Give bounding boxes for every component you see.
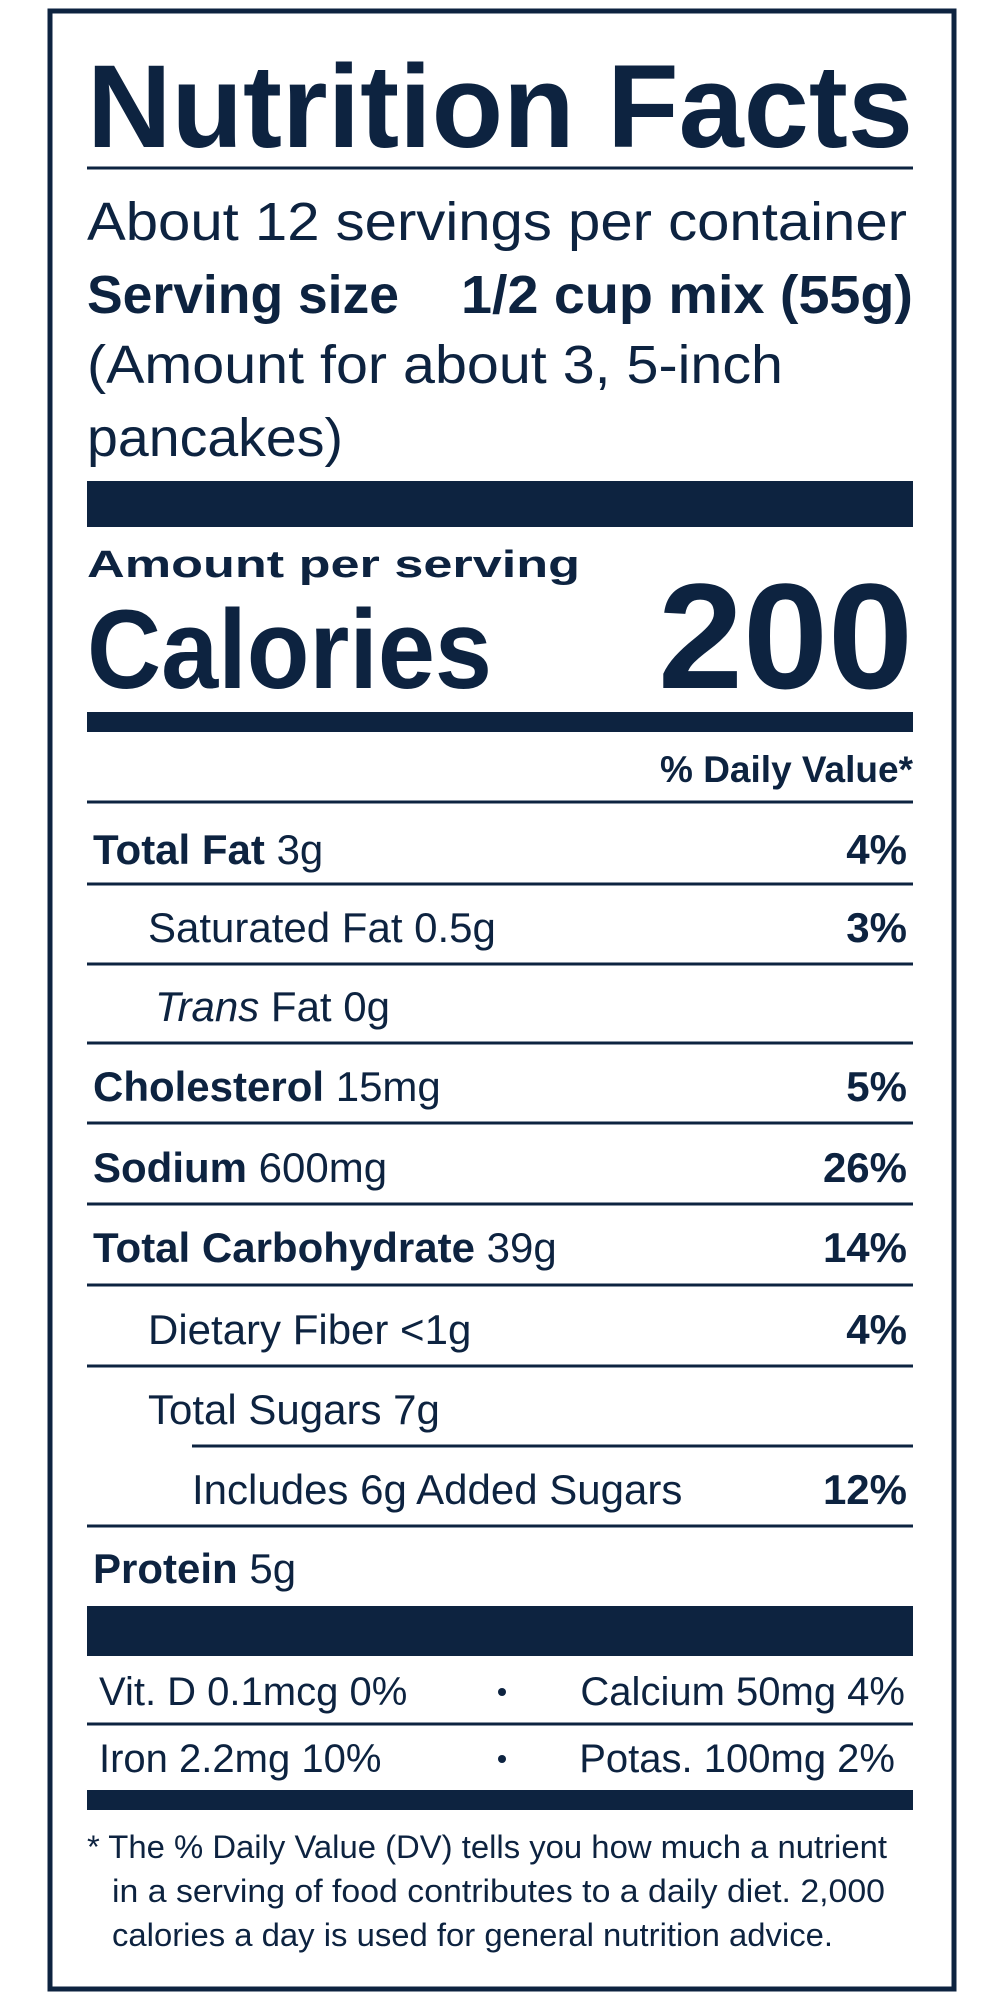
nutrient-dv: 3% xyxy=(846,904,907,951)
serving-note: (Amount for about 3, 5-inch xyxy=(87,335,783,395)
thick-bar xyxy=(87,1606,913,1656)
nutrient: Total Carbohydrate 39g xyxy=(93,1224,557,1271)
daily-value-header: % Daily Value* xyxy=(660,749,914,790)
medium-bar xyxy=(87,1790,913,1810)
nutrient: Dietary Fiber <1g xyxy=(148,1306,471,1353)
nutrient-dv: 14% xyxy=(823,1224,907,1271)
nutrient: Cholesterol 15mg xyxy=(93,1063,441,1110)
serving-size-value: 1/2 cup mix (55g) xyxy=(461,265,913,325)
serving-note: pancakes) xyxy=(87,408,343,468)
footnote: calories a day is used for general nutri… xyxy=(112,1917,833,1953)
nutrient: Protein 5g xyxy=(93,1545,296,1592)
title: Nutrition Facts xyxy=(87,41,913,173)
nutrient: Total Fat 3g xyxy=(93,826,323,873)
medium-bar xyxy=(87,712,913,732)
calories-value: 200 xyxy=(658,552,913,720)
vitamin: Iron 2.2mg 10% xyxy=(99,1737,381,1781)
nutrient-dv: 12% xyxy=(823,1466,907,1513)
amount-per-serving: Amount per serving xyxy=(87,544,580,586)
label-border xyxy=(47,8,957,1992)
nutrient: Saturated Fat 0.5g xyxy=(148,904,496,951)
vitamin: Calcium 50mg 4% xyxy=(580,1670,905,1714)
vitamin: Potas. 100mg 2% xyxy=(579,1737,895,1781)
nutrient-dv: 26% xyxy=(823,1144,907,1191)
footnote: * The % Daily Value (DV) tells you how m… xyxy=(87,1829,887,1865)
calories-label: Calories xyxy=(87,587,492,712)
nutrient-dv: 4% xyxy=(846,1306,907,1353)
nutrient: Trans Fat 0g xyxy=(155,983,390,1030)
serving-size-label: Serving size xyxy=(87,265,399,325)
thick-bar xyxy=(87,481,913,527)
nutrient: Includes 6g Added Sugars xyxy=(192,1466,682,1513)
servings: About 12 servings per container xyxy=(87,192,907,252)
vitamin: Vit. D 0.1mcg 0% xyxy=(99,1670,407,1714)
bullet xyxy=(498,1755,506,1763)
bullet xyxy=(498,1688,506,1696)
nutrient-dv: 5% xyxy=(846,1063,907,1110)
footnote: in a serving of food contributes to a da… xyxy=(112,1873,885,1909)
nutrient-dv: 4% xyxy=(846,826,907,873)
nutrient: Sodium 600mg xyxy=(93,1144,387,1191)
nutrient: Total Sugars 7g xyxy=(148,1386,440,1433)
